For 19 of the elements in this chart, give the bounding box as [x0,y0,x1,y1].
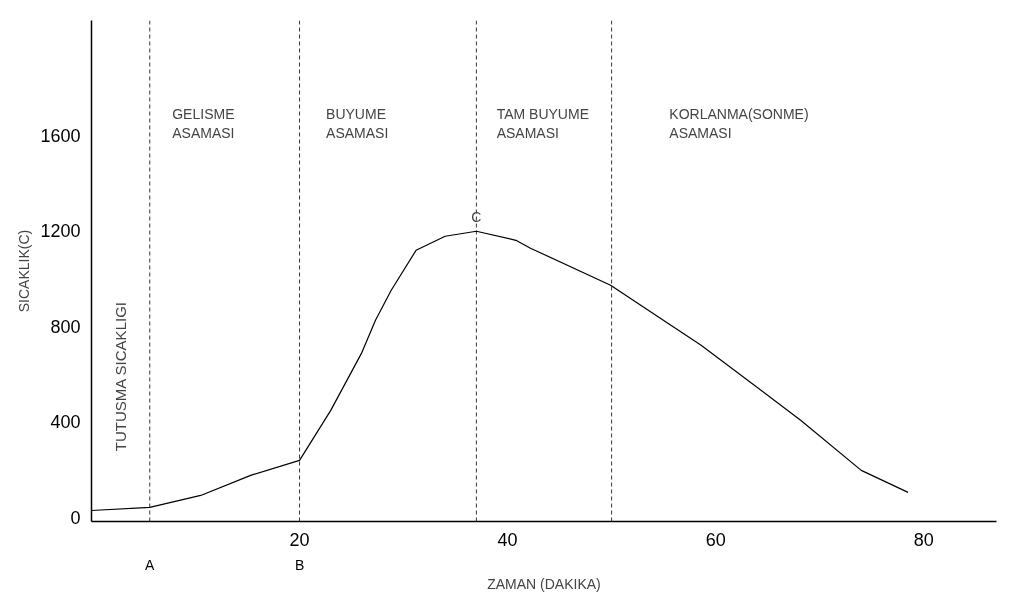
annotation: GELISME ASAMASI [172,105,235,141]
y-tick-label: 800 [50,316,81,337]
y-tick-label: 400 [50,412,81,433]
ref-line-label: B [294,556,305,573]
x-tick-label: 80 [913,529,934,550]
x-tick-label: 40 [497,529,518,550]
annotation: KORLANMA(SONME) ASAMASI [669,105,809,141]
annotation: TUTUSMA SICAKLIGI [112,302,130,452]
ref-line-label: A [145,556,156,573]
y-axis-title: SICAKLIK(C) [16,229,33,313]
y-tick-label: 1200 [40,221,81,242]
y-tick-label: 0 [70,507,81,528]
annotation: BUYUME ASAMASI [326,105,389,141]
annotation: TAM BUYUME ASAMASI [496,105,589,141]
x-axis-title: ZAMAN (DAKIKA) [487,575,601,592]
x-tick-label: 60 [705,529,726,550]
y-tick-label: 1600 [40,125,81,146]
x-tick-label: 20 [289,529,310,550]
annotation: C [471,209,482,226]
